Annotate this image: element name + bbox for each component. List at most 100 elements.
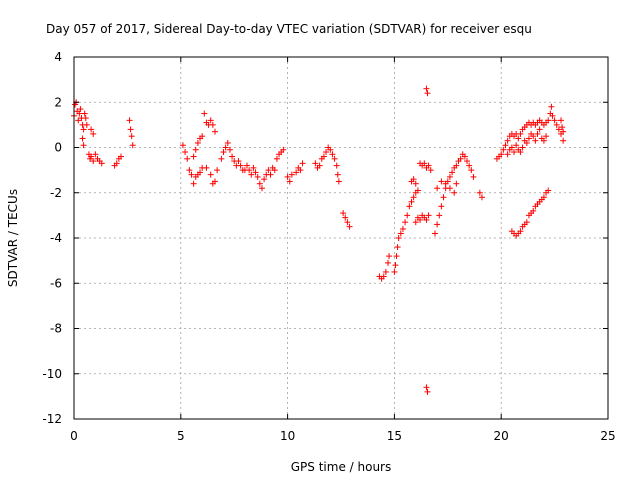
- y-tick-label: 2: [54, 95, 62, 109]
- data-point-marker: [197, 169, 204, 176]
- data-point-marker: [515, 135, 522, 142]
- data-point-marker: [329, 151, 336, 158]
- data-point-marker: [468, 167, 475, 174]
- data-point-marker: [237, 162, 244, 169]
- data-point-marker: [391, 268, 398, 275]
- data-point-marker: [551, 117, 558, 124]
- data-point-marker: [511, 149, 518, 156]
- data-point-marker: [408, 198, 415, 205]
- data-point-marker: [461, 153, 468, 160]
- data-point-marker: [214, 167, 221, 174]
- data-markers: [71, 85, 567, 395]
- data-point-marker: [179, 142, 186, 149]
- data-point-marker: [267, 171, 274, 178]
- data-point-marker: [334, 171, 341, 178]
- y-tick-label: 4: [54, 50, 62, 64]
- data-point-marker: [423, 85, 430, 92]
- data-point-marker: [194, 139, 201, 146]
- data-point-marker: [220, 149, 227, 156]
- data-point-marker: [218, 155, 225, 162]
- data-point-marker: [258, 185, 265, 192]
- data-point-marker: [129, 142, 136, 149]
- data-point-marker: [425, 212, 432, 219]
- data-point-marker: [523, 139, 530, 146]
- data-point-marker: [256, 180, 263, 187]
- data-point-marker: [229, 153, 236, 160]
- data-point-marker: [453, 162, 460, 169]
- data-point-marker: [553, 121, 560, 128]
- data-point-marker: [92, 151, 99, 158]
- data-point-marker: [342, 214, 349, 221]
- data-point-marker: [286, 178, 293, 185]
- data-point-marker: [464, 158, 471, 165]
- data-point-marker: [320, 153, 327, 160]
- data-point-marker: [560, 137, 567, 144]
- data-point-marker: [384, 259, 391, 266]
- y-tick-label: -12: [42, 412, 62, 426]
- data-point-marker: [434, 221, 441, 228]
- data-point-marker: [412, 180, 419, 187]
- data-point-marker: [90, 158, 97, 165]
- y-tick-label: -8: [50, 322, 62, 336]
- data-point-marker: [513, 142, 520, 149]
- data-point-marker: [470, 173, 477, 180]
- data-point-marker: [340, 210, 347, 217]
- data-point-marker: [394, 244, 401, 251]
- data-point-marker: [250, 164, 257, 171]
- data-point-marker: [404, 212, 411, 219]
- data-point-marker: [335, 178, 342, 185]
- data-point-marker: [395, 235, 402, 241]
- data-point-marker: [534, 130, 541, 137]
- data-point-marker: [508, 144, 515, 151]
- data-point-marker: [548, 103, 555, 110]
- data-point-marker: [440, 194, 447, 201]
- y-tick-label: -10: [42, 367, 62, 381]
- data-point-marker: [327, 146, 334, 153]
- data-point-marker: [98, 160, 105, 167]
- data-point-marker: [523, 219, 530, 226]
- data-point-marker: [536, 126, 543, 133]
- y-tick-label: -4: [50, 231, 62, 245]
- data-point-marker: [442, 180, 449, 187]
- data-point-marker: [207, 171, 214, 178]
- data-point-marker: [425, 162, 432, 169]
- data-point-marker: [517, 130, 524, 137]
- data-point-marker: [235, 158, 242, 165]
- data-point-marker: [271, 167, 278, 174]
- data-point-marker: [424, 90, 431, 97]
- data-point-marker: [226, 146, 233, 153]
- data-point-marker: [188, 171, 195, 178]
- data-point-marker: [199, 133, 206, 140]
- data-point-marker: [316, 162, 323, 169]
- data-point-marker: [478, 194, 485, 201]
- x-tick-label: 10: [280, 429, 295, 443]
- data-point-marker: [540, 194, 547, 201]
- data-point-marker: [431, 230, 438, 237]
- data-point-marker: [498, 151, 505, 158]
- data-point-marker: [323, 149, 330, 156]
- y-tick-label: -6: [50, 276, 62, 290]
- y-tick-label: -2: [50, 186, 62, 200]
- data-point-marker: [344, 219, 351, 226]
- data-point-marker: [186, 167, 193, 174]
- data-point-marker: [209, 121, 216, 128]
- data-point-marker: [265, 167, 272, 174]
- data-point-marker: [312, 160, 319, 167]
- data-point-marker: [402, 219, 409, 226]
- data-point-marker: [466, 162, 473, 169]
- data-point-marker: [457, 155, 464, 162]
- data-point-marker: [80, 126, 87, 133]
- data-point-marker: [80, 142, 87, 149]
- data-point-marker: [453, 180, 460, 187]
- data-point-marker: [79, 135, 86, 142]
- data-point-marker: [423, 216, 430, 223]
- data-point-marker: [449, 169, 456, 176]
- data-point-marker: [184, 155, 191, 162]
- data-point-marker: [560, 128, 567, 135]
- data-point-marker: [222, 144, 229, 151]
- y-axis-label: SDTVAR / TECUs: [6, 189, 20, 287]
- data-point-marker: [558, 117, 565, 124]
- data-point-marker: [397, 230, 404, 237]
